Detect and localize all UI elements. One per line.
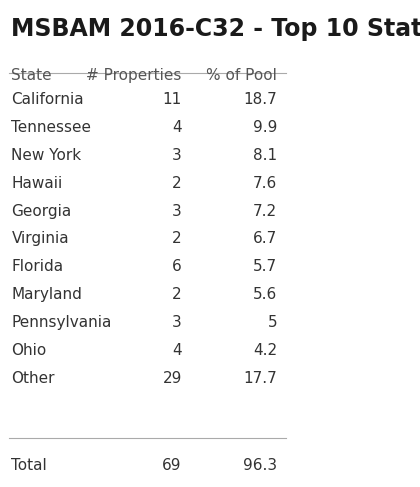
Text: 3: 3 [172, 204, 182, 219]
Text: State: State [11, 68, 52, 83]
Text: 11: 11 [163, 92, 182, 107]
Text: Other: Other [11, 371, 55, 386]
Text: 69: 69 [162, 458, 182, 473]
Text: 3: 3 [172, 315, 182, 330]
Text: 2: 2 [172, 287, 182, 302]
Text: Pennsylvania: Pennsylvania [11, 315, 112, 330]
Text: 3: 3 [172, 148, 182, 163]
Text: 96.3: 96.3 [243, 458, 277, 473]
Text: Maryland: Maryland [11, 287, 82, 302]
Text: California: California [11, 92, 84, 107]
Text: MSBAM 2016-C32 - Top 10 States: MSBAM 2016-C32 - Top 10 States [11, 17, 420, 41]
Text: Tennessee: Tennessee [11, 120, 92, 135]
Text: New York: New York [11, 148, 81, 163]
Text: 29: 29 [163, 371, 182, 386]
Text: Ohio: Ohio [11, 343, 47, 358]
Text: 7.2: 7.2 [253, 204, 277, 219]
Text: 6.7: 6.7 [253, 231, 277, 246]
Text: 18.7: 18.7 [243, 92, 277, 107]
Text: Virginia: Virginia [11, 231, 69, 246]
Text: 4: 4 [172, 343, 182, 358]
Text: 7.6: 7.6 [253, 176, 277, 190]
Text: % of Pool: % of Pool [206, 68, 277, 83]
Text: 6: 6 [172, 260, 182, 274]
Text: Total: Total [11, 458, 47, 473]
Text: 5.7: 5.7 [253, 260, 277, 274]
Text: 17.7: 17.7 [243, 371, 277, 386]
Text: Hawaii: Hawaii [11, 176, 63, 190]
Text: 5.6: 5.6 [253, 287, 277, 302]
Text: 8.1: 8.1 [253, 148, 277, 163]
Text: 4: 4 [172, 120, 182, 135]
Text: 5: 5 [268, 315, 277, 330]
Text: 4.2: 4.2 [253, 343, 277, 358]
Text: 2: 2 [172, 176, 182, 190]
Text: # Properties: # Properties [87, 68, 182, 83]
Text: Georgia: Georgia [11, 204, 72, 219]
Text: 2: 2 [172, 231, 182, 246]
Text: 9.9: 9.9 [253, 120, 277, 135]
Text: Florida: Florida [11, 260, 63, 274]
